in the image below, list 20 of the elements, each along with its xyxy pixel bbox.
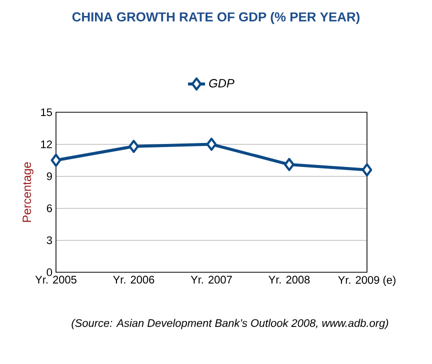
y-tick-label: 15 bbox=[41, 108, 52, 116]
x-tick-label: Yr. 2006 bbox=[113, 276, 154, 284]
point bbox=[50, 154, 62, 167]
x-tick-label: Yr. 2007 bbox=[190, 276, 232, 284]
point bbox=[128, 140, 139, 153]
y-tick-label: 9 bbox=[46, 172, 52, 180]
x-tick-label: Yr. 2005 bbox=[35, 276, 76, 284]
text: (Source: Asian Development Bank’s Outlook 2008, www.adb.org) bbox=[72, 318, 388, 330]
y-tick-label: 12 bbox=[41, 140, 52, 148]
point bbox=[362, 163, 372, 176]
x-tick-label: Yr. 2009 (e) bbox=[338, 276, 396, 286]
y-tick-label: 3 bbox=[46, 236, 52, 244]
point bbox=[206, 138, 217, 151]
x-tick-label: Yr. 2008 bbox=[268, 276, 310, 284]
y-tick-label: 0 bbox=[46, 268, 52, 276]
y-tick-label: 6 bbox=[46, 204, 52, 212]
point bbox=[284, 158, 294, 172]
chart-title: CHINA GROWTH RATE OF GDP (% PER YEAR) bbox=[72, 12, 360, 24]
legend-label: GDP bbox=[209, 79, 234, 88]
y-axis-title: Percentage bbox=[22, 162, 34, 222]
